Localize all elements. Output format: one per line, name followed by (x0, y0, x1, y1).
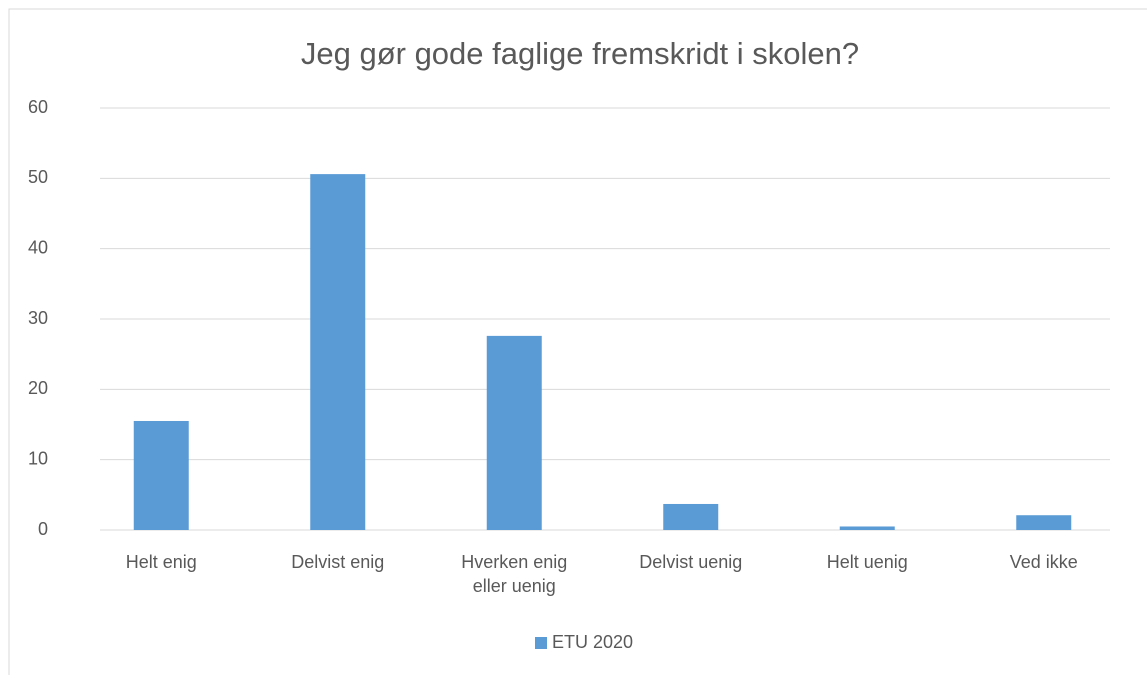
bar (839, 526, 895, 530)
bar (133, 420, 189, 530)
y-tick-label: 30 (28, 308, 48, 328)
bar (486, 335, 542, 530)
y-tick-label: 20 (28, 378, 48, 398)
y-tick-label: 10 (28, 448, 48, 468)
y-tick-label: 60 (28, 97, 48, 117)
x-tick-label: Ved ikke (1009, 552, 1078, 572)
legend-label: ETU 2020 (552, 632, 634, 652)
y-tick-label: 50 (28, 167, 48, 187)
y-tick-label: 40 (28, 237, 48, 257)
bar (310, 174, 366, 530)
x-tick-label: Hverken enig eller uenig (461, 552, 568, 596)
bar (663, 503, 719, 530)
x-tick-label: Helt enig (125, 552, 197, 572)
x-tick-label: Helt uenig (826, 552, 908, 572)
chart-title: Jeg gør gode faglige fremskridt i skolen… (301, 36, 859, 71)
x-tick-label: Delvist uenig (639, 552, 743, 572)
y-tick-label: 0 (38, 519, 48, 539)
chart-border (8, 8, 1147, 675)
x-tick-label: Delvist enig (291, 552, 385, 572)
bar (1016, 515, 1072, 530)
legend-item: ETU 2020 (535, 632, 633, 653)
legend-swatch (535, 636, 547, 649)
